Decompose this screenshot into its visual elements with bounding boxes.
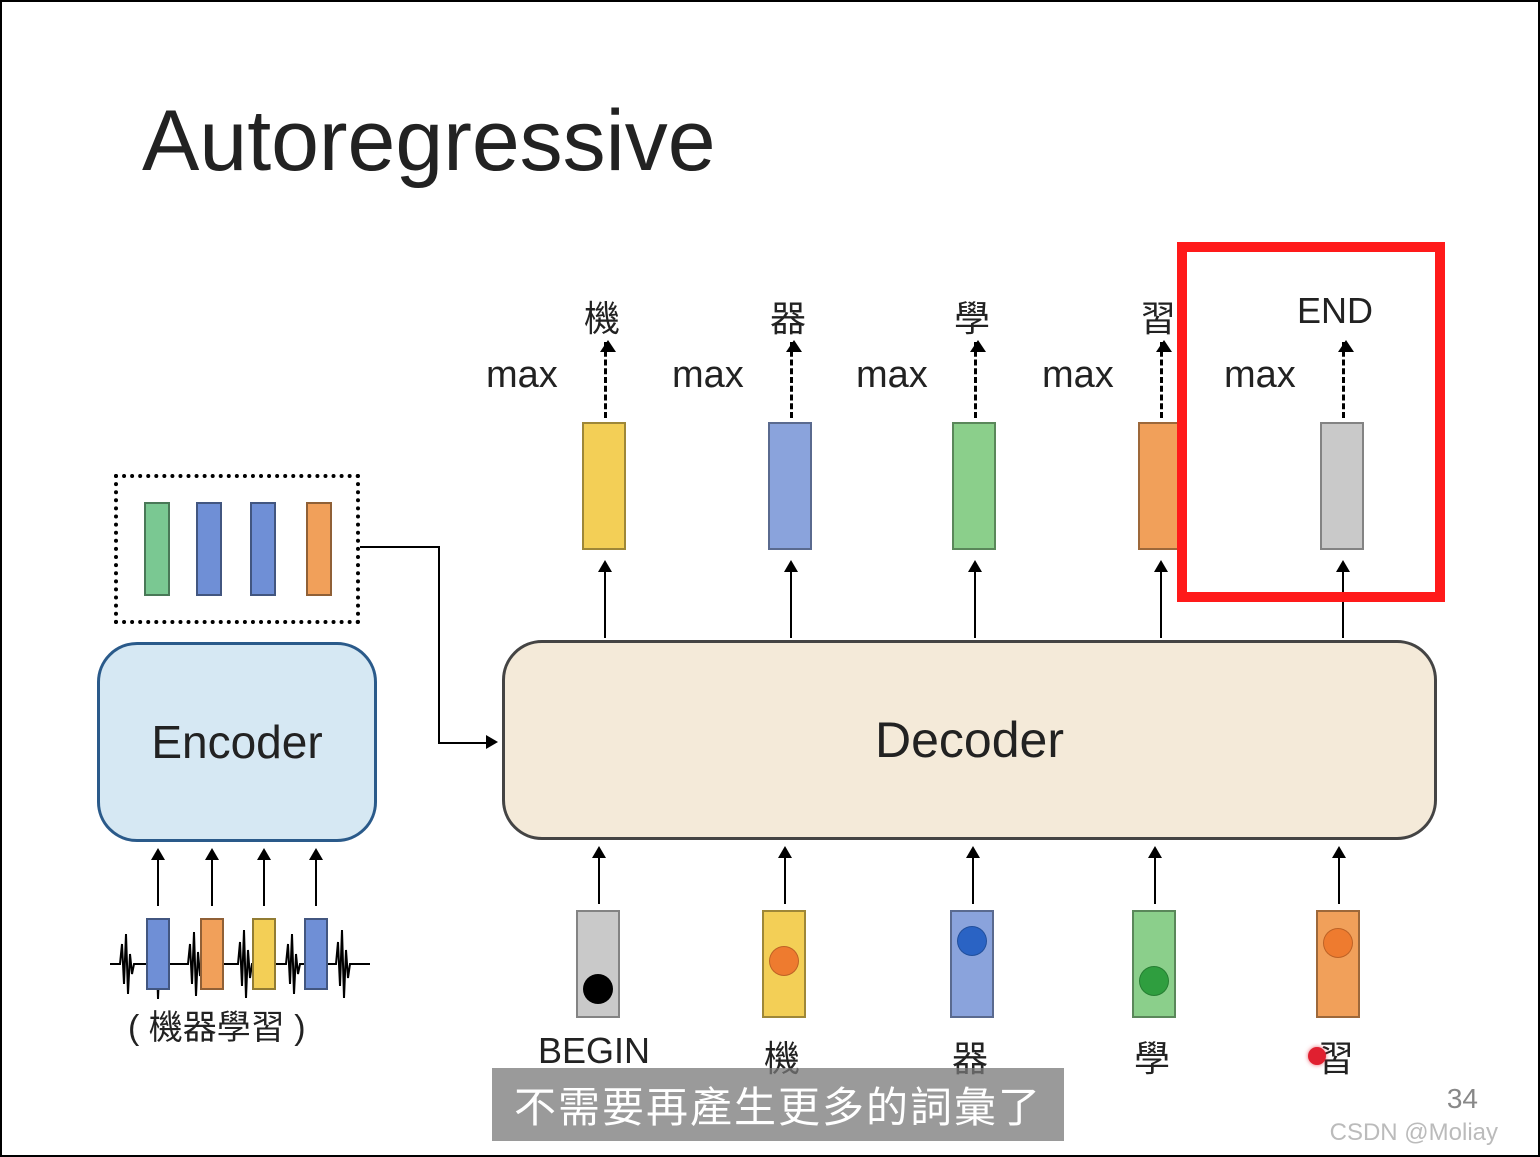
- encoder-box: Encoder: [97, 642, 377, 842]
- decoder-output-bar: [582, 422, 626, 550]
- encoder-label: Encoder: [151, 715, 322, 769]
- output-token-label: 機: [584, 290, 620, 342]
- embedding-dot-icon: [1323, 928, 1353, 958]
- connector-line: [438, 742, 486, 744]
- encoder-input-bar: [304, 918, 328, 990]
- decoder-input-bar: [1316, 910, 1360, 1018]
- max-label: max: [1042, 354, 1114, 397]
- connector-line: [360, 546, 440, 548]
- output-token-label: 習: [1140, 290, 1176, 342]
- dashed-up-arrow-icon: [974, 342, 977, 418]
- up-arrow-icon: [1160, 562, 1162, 638]
- decoder-output-bar: [1138, 422, 1182, 550]
- decoder-label: Decoder: [875, 711, 1064, 769]
- highlight-end-box: [1177, 242, 1445, 602]
- encoder-input-bar: [200, 918, 224, 990]
- dashed-up-arrow-icon: [604, 342, 607, 418]
- up-arrow-icon: [790, 562, 792, 638]
- up-arrow-icon: [1338, 848, 1340, 904]
- input-token-label: BEGIN: [538, 1030, 650, 1072]
- encoder-input-bar: [146, 918, 170, 990]
- output-token-label: 器: [770, 290, 806, 342]
- max-label: max: [486, 354, 558, 397]
- arrowhead-icon: [486, 735, 498, 749]
- up-arrow-icon: [598, 848, 600, 904]
- decoder-output-bar: [768, 422, 812, 550]
- up-arrow-icon: [1154, 848, 1156, 904]
- up-arrow-icon: [604, 562, 606, 638]
- embedding-dot-icon: [769, 946, 799, 976]
- up-arrow-icon: [972, 848, 974, 904]
- max-label: max: [856, 354, 928, 397]
- input-token-label: 學: [1134, 1030, 1170, 1082]
- slide: Autoregressive Encoder ( 機器學習 ) Decoder …: [0, 0, 1540, 1157]
- encoder-output-bar: [306, 502, 332, 596]
- up-arrow-icon: [157, 850, 159, 906]
- encoder-output-bar: [250, 502, 276, 596]
- encoder-output-bar: [196, 502, 222, 596]
- dashed-up-arrow-icon: [790, 342, 793, 418]
- connector-line: [438, 546, 440, 742]
- video-subtitle: 不需要再產生更多的詞彙了: [492, 1068, 1064, 1141]
- up-arrow-icon: [974, 562, 976, 638]
- slide-title: Autoregressive: [142, 92, 716, 191]
- decoder-output-bar: [952, 422, 996, 550]
- encoder-input-caption: ( 機器學習 ): [128, 1000, 306, 1049]
- dashed-up-arrow-icon: [1160, 342, 1163, 418]
- watermark: CSDN @Moliay: [1330, 1119, 1498, 1147]
- up-arrow-icon: [784, 848, 786, 904]
- embedding-dot-icon: [957, 926, 987, 956]
- max-label: max: [672, 354, 744, 397]
- up-arrow-icon: [315, 850, 317, 906]
- page-number: 34: [1447, 1083, 1478, 1115]
- embedding-dot-icon: [583, 974, 613, 1004]
- decoder-box: Decoder: [502, 640, 1437, 840]
- embedding-dot-icon: [1139, 966, 1169, 996]
- cursor-indicator-icon: [1308, 1047, 1326, 1065]
- encoder-input-bar: [252, 918, 276, 990]
- up-arrow-icon: [211, 850, 213, 906]
- encoder-output-bar: [144, 502, 170, 596]
- output-token-label: 學: [954, 290, 990, 342]
- up-arrow-icon: [263, 850, 265, 906]
- decoder-input-bar: [1132, 910, 1176, 1018]
